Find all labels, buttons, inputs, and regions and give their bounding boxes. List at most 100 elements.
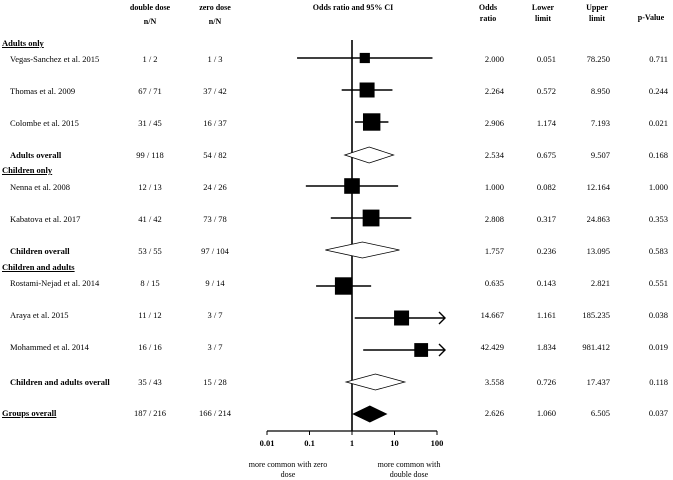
caption-zero-dose: more common with zero dose [248,460,328,479]
header-lower-limit: Lower limit [531,3,555,23]
zero-dose-cell: 1 / 3 [207,54,223,64]
upper-limit-value: 185.235 [582,310,610,320]
section-adults-only: Adults only [2,38,44,48]
odds-ratio-value: 0.635 [484,278,504,288]
lower-limit-value: 1.174 [536,118,556,128]
header-odds-ratio: Odds ratio [478,3,498,23]
odds-ratio-value: 2.534 [484,150,504,160]
double-dose-cell: 187 / 216 [133,408,167,418]
lower-limit-value: 1.834 [536,342,556,352]
zero-dose-cell: 24 / 26 [203,182,227,192]
study-label: Thomas et al. 2009 [10,86,76,96]
zero-dose-cell: 166 / 214 [198,408,232,418]
upper-limit-value: 13.095 [586,246,610,256]
effect-square [334,277,353,295]
p-value: 0.244 [648,86,668,96]
lower-limit-value: 0.236 [536,246,556,256]
lower-limit-value: 0.051 [536,54,556,64]
effect-square [359,82,375,98]
double-dose-cell: 31 / 45 [138,118,162,128]
effect-square [414,343,429,357]
odds-ratio-value: 14.667 [480,310,504,320]
header-double-dose-unit: n/N [143,17,157,26]
upper-limit-value: 6.505 [590,408,610,418]
lower-limit-value: 0.572 [536,86,556,96]
odds-ratio-value: 1.757 [484,246,504,256]
odds-ratio-value: 2.000 [484,54,504,64]
upper-limit-value: 981.412 [582,342,610,352]
odds-ratio-value: 2.906 [484,118,504,128]
lower-limit-value: 0.143 [536,278,556,288]
double-dose-cell: 53 / 55 [138,246,162,256]
subgroup-label: Adults overall [10,150,62,160]
double-dose-cell: 41 / 42 [138,214,162,224]
x-tick-label: 100 [431,438,444,448]
upper-limit-value: 8.950 [590,86,610,96]
header-plot: Odds ratio and 95% CI [312,3,394,12]
study-label: Vegas-Sanchez et al. 2015 [10,54,100,64]
zero-dose-cell: 16 / 37 [203,118,227,128]
lower-limit-value: 0.675 [536,150,556,160]
x-tick-label: 10 [390,438,399,448]
double-dose-cell: 67 / 71 [138,86,162,96]
odds-ratio-value: 2.808 [484,214,504,224]
study-label: Kabatova et al. 2017 [10,214,81,224]
lower-limit-value: 0.082 [536,182,556,192]
effect-square [359,52,370,64]
double-dose-cell: 11 / 12 [138,310,162,320]
lower-limit-value: 0.317 [536,214,556,224]
header-p-value: p-Value [637,13,665,22]
effect-square [394,310,410,326]
p-value: 1.000 [648,182,668,192]
p-value: 0.583 [648,246,668,256]
summary-diamond [352,405,388,423]
zero-dose-cell: 15 / 28 [203,377,227,387]
p-value: 0.019 [648,342,668,352]
header-double-dose: double dose n/N [128,2,172,27]
zero-dose-cell: 97 / 104 [201,246,229,256]
upper-limit-value: 78.250 [586,54,610,64]
x-tick-label: 1 [350,438,354,448]
p-value: 0.038 [648,310,668,320]
odds-ratio-value: 42.429 [480,342,504,352]
lower-limit-value: 0.726 [536,377,556,387]
summary-diamond [344,373,407,391]
effect-square [362,209,380,227]
zero-dose-cell: 3 / 7 [207,342,223,352]
section-groups-overall: Groups overall [2,408,57,418]
upper-limit-value: 24.863 [586,214,610,224]
double-dose-cell: 99 / 118 [136,150,164,160]
upper-limit-value: 12.164 [586,182,610,192]
zero-dose-cell: 37 / 42 [203,86,227,96]
effect-square [344,178,360,194]
header-zero-dose-unit: n/N [208,17,222,26]
upper-limit-value: 17.437 [586,377,610,387]
header-upper-limit: Upper limit [586,3,608,23]
double-dose-cell: 12 / 13 [138,182,162,192]
header-zero-dose: zero dose n/N [196,2,234,27]
p-value: 0.353 [648,214,668,224]
lower-limit-value: 1.161 [536,310,556,320]
subgroup-label: Children overall [10,246,70,256]
study-label: Nenna et al. 2008 [10,182,70,192]
p-value: 0.551 [648,278,668,288]
effect-square [362,113,381,131]
upper-limit-value: 2.821 [590,278,610,288]
p-value: 0.711 [649,54,668,64]
odds-ratio-value: 1.000 [484,182,504,192]
double-dose-cell: 8 / 15 [140,278,160,288]
upper-limit-value: 7.193 [590,118,610,128]
caption-double-dose: more common with double dose [377,460,441,479]
header-double-dose-label: double dose [129,3,171,12]
summary-diamond [343,146,395,164]
p-value: 0.118 [649,377,668,387]
odds-ratio-value: 2.264 [484,86,504,96]
subgroup-label: Children and adults overall [10,377,110,387]
odds-ratio-value: 3.558 [484,377,504,387]
zero-dose-cell: 9 / 14 [205,278,225,288]
section-children-only: Children only [2,165,53,175]
summary-diamond [325,241,400,259]
p-value: 0.021 [648,118,668,128]
zero-dose-cell: 3 / 7 [207,310,223,320]
